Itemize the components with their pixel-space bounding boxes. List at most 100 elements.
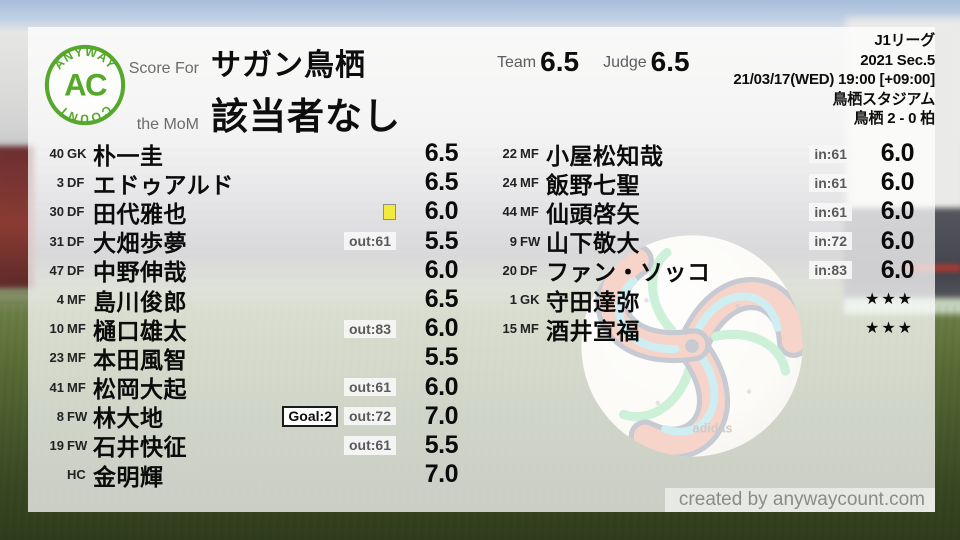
player-position: FW — [67, 437, 88, 453]
title-block: Score For サガン鳥栖 the MoM 該当者なし — [125, 40, 401, 140]
player-rating: ★★★ — [864, 290, 914, 308]
player-position: MF — [67, 379, 86, 395]
player-badges: in:61 — [809, 173, 852, 192]
player-rating: 5.5 — [424, 226, 459, 255]
player-name: 田代雅也 — [93, 200, 187, 227]
player-badges: in:61 — [809, 202, 852, 222]
player-row: 8 FW 林大地 Goal:2 out:72 7.0 — [40, 401, 459, 432]
player-number: 23 — [49, 350, 64, 366]
substitutes-column: 22 MF 小屋松知哉 in:61 6.0 24 MF 飯野七聖 in:61 6… — [493, 139, 915, 344]
score-for-label: Score For — [128, 60, 199, 77]
overall-ratings: Team 6.5 Judge 6.5 — [497, 48, 690, 76]
player-row: 40 GK 朴一圭 6.5 — [40, 139, 459, 169]
player-badges: out:61 — [344, 378, 396, 397]
substitution-badge: in:61 — [809, 202, 852, 222]
player-row: 15 MF 酒井宣福 ★★★ — [493, 314, 914, 344]
svg-text:COUNT: COUNT — [56, 103, 115, 126]
player-position: MF — [520, 321, 539, 337]
player-position: GK — [520, 292, 540, 308]
player-number: 41 — [49, 379, 64, 395]
content-panel — [28, 27, 935, 512]
substitution-badge: out:61 — [344, 378, 396, 397]
league-name: J1リーグ — [874, 32, 935, 49]
player-row: 19 FW 石井快征 out:61 5.5 — [40, 430, 459, 461]
yellow-card-icon — [383, 203, 396, 220]
substitution-badge: out:83 — [344, 319, 396, 338]
player-number: 19 — [49, 437, 64, 453]
player-name: 酒井宣福 — [546, 317, 640, 344]
player-row: 31 DF 大畑歩夢 out:61 5.5 — [40, 226, 459, 256]
credit-text: created by anywaycount.com — [678, 489, 925, 510]
player-badges: out:61 — [344, 232, 396, 251]
player-number: 40 — [49, 146, 64, 162]
player-name: ファン・ソッコ — [546, 259, 711, 286]
player-number: 8 — [56, 408, 64, 424]
player-row: 23 MF 本田風智 5.5 — [40, 343, 459, 373]
starters-column: 40 GK 朴一圭 6.5 3 DF エドゥアルド 6.5 30 DF 田代雅也… — [40, 139, 459, 490]
player-rating: 6.5 — [424, 285, 459, 314]
player-number: 15 — [502, 321, 517, 337]
match-score: 鳥栖 2 - 0 柏 — [853, 110, 936, 127]
player-name: 林大地 — [93, 405, 164, 432]
match-info: J1リーグ 2021 Sec.5 21/03/17(WED) 19:00 [+0… — [733, 31, 935, 129]
player-rating: 6.0 — [880, 226, 915, 255]
player-number: 22 — [502, 146, 517, 162]
player-position: FW — [520, 233, 541, 249]
player-rating: 6.0 — [424, 197, 459, 226]
player-position: MF — [520, 146, 539, 162]
substitution-badge: in:72 — [809, 232, 852, 251]
substitution-badge: out:61 — [344, 232, 396, 251]
player-position: MF — [67, 321, 86, 337]
player-name: 山下敬大 — [546, 230, 640, 257]
player-rating: 6.0 — [880, 255, 915, 284]
mom-label: the MoM — [136, 116, 199, 133]
player-row: 44 MF 仙頭啓矢 in:61 6.0 — [493, 197, 915, 227]
substitution-badge: in:61 — [809, 144, 852, 163]
player-name: 石井快征 — [93, 434, 187, 461]
player-row: 30 DF 田代雅也 6.0 — [40, 197, 459, 227]
player-number: 47 — [49, 262, 64, 278]
player-badges: out:83 — [344, 319, 396, 338]
player-position: DF — [67, 262, 85, 278]
stadium-name: 鳥栖スタジアム — [832, 90, 935, 108]
player-name: エドゥアルド — [93, 171, 234, 198]
judge-rating-value: 6.5 — [650, 46, 690, 77]
player-rating: 6.5 — [424, 139, 459, 168]
player-rating: 6.0 — [424, 314, 459, 343]
player-row: 3 DF エドゥアルド 6.5 — [40, 168, 459, 198]
player-position: DF — [67, 233, 85, 249]
player-rating: 5.5 — [424, 430, 459, 459]
player-number: 20 — [502, 262, 517, 278]
mom-value: 該当者なし — [211, 96, 401, 137]
svg-text:AC: AC — [64, 68, 107, 103]
player-number: 44 — [502, 204, 517, 220]
player-rating: 6.0 — [880, 197, 915, 226]
team-rating-label: Team — [497, 54, 537, 71]
player-position: DF — [67, 175, 85, 191]
player-row: 9 FW 山下敬大 in:72 6.0 — [493, 226, 915, 257]
player-name: 島川俊郎 — [93, 288, 187, 315]
goal-badge: Goal:2 — [282, 405, 338, 427]
player-row: 22 MF 小屋松知哉 in:61 6.0 — [493, 139, 915, 169]
player-rating: 6.0 — [424, 372, 459, 401]
player-number: 24 — [502, 175, 517, 191]
season-round: 2021 Sec.5 — [860, 51, 935, 69]
player-number: 4 — [56, 292, 64, 308]
player-row: 47 DF 中野伸哉 6.0 — [40, 255, 459, 285]
credit-bar: created by anywaycount.com — [664, 488, 935, 512]
player-rating: 7.0 — [424, 460, 459, 489]
player-number: 10 — [49, 321, 64, 337]
player-rating: 7.0 — [424, 401, 459, 430]
player-rating: 6.0 — [880, 168, 915, 197]
player-row: 41 MF 松岡大起 out:61 6.0 — [40, 372, 459, 403]
player-badges: in:72 — [809, 232, 852, 251]
player-rating: 6.0 — [424, 255, 459, 284]
player-name: 松岡大起 — [93, 376, 187, 403]
substitution-badge: out:61 — [344, 436, 396, 455]
player-badges: Goal:2 out:72 — [282, 405, 396, 427]
player-number: 3 — [56, 175, 64, 191]
player-name: 仙頭啓矢 — [546, 200, 640, 227]
player-row: 4 MF 島川俊郎 6.5 — [40, 285, 459, 315]
judge-rating-label: Judge — [603, 54, 647, 71]
